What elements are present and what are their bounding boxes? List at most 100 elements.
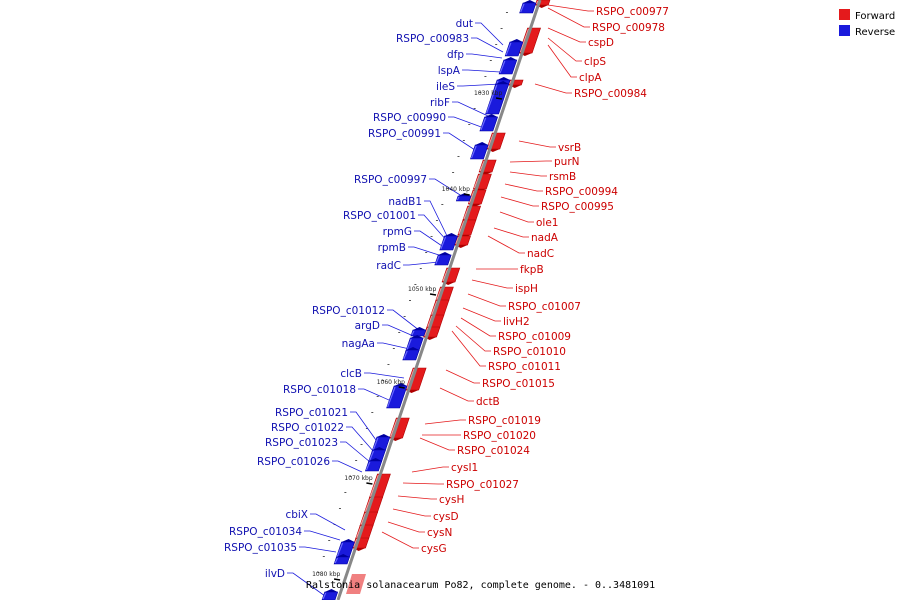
forward-gene-label[interactable]: RSPO_c01007 <box>508 301 581 313</box>
forward-gene-label[interactable]: RSPO_c01024 <box>457 445 530 457</box>
leader-cysi1 <box>411 466 449 473</box>
gene-highlight <box>520 3 525 13</box>
gene-labels: RSPO_c00977 RSPO_c00978 cspD clpS clpA RSPO_c… <box>224 6 669 580</box>
reverse-gene-label[interactable]: RSPO_c00991 <box>368 128 441 140</box>
forward-gene-label[interactable]: clpA <box>579 72 602 84</box>
forward-gene-label[interactable]: ispH <box>515 283 538 295</box>
gene-highlight <box>322 592 327 600</box>
gene-arrowhead <box>503 57 517 60</box>
forward-gene-label[interactable]: cysH <box>439 494 464 506</box>
reverse-gene-label[interactable]: dut <box>456 18 473 30</box>
reverse-gene-label[interactable]: RSPO_c01034 <box>229 526 302 538</box>
forward-gene-label[interactable]: fkpB <box>520 264 544 276</box>
reverse-gene-label[interactable]: rpmB <box>378 242 406 254</box>
forward-gene-label[interactable]: RSPO_c01011 <box>488 361 561 373</box>
leader-clpa <box>547 44 577 78</box>
forward-gene-label[interactable]: RSPO_c00977 <box>596 6 669 18</box>
reverse-gene-label[interactable]: ilvD <box>265 568 285 580</box>
gene-highlight <box>535 0 539 5</box>
reverse-gene-label[interactable]: ribF <box>430 97 450 109</box>
forward-gene-label[interactable]: RSPO_c01010 <box>493 346 566 358</box>
reverse-gene-label[interactable]: RSPO_c01012 <box>312 305 385 317</box>
axis-dot <box>355 460 358 461</box>
reverse-gene-label[interactable]: lspA <box>438 65 461 77</box>
reverse-gene-label[interactable]: radC <box>376 260 401 272</box>
gene-highlight <box>405 338 412 352</box>
forward-gene-label[interactable]: RSPO_c00994 <box>545 186 618 198</box>
forward-gene-label[interactable]: RSPO_c00984 <box>574 88 647 100</box>
gene-arrowhead <box>372 447 386 450</box>
reverse-gene-label[interactable]: nadB1 <box>388 196 422 208</box>
gene-body <box>479 116 499 132</box>
leader-rspo-c01015 <box>445 369 480 384</box>
reverse-gene-feature <box>365 458 383 472</box>
reverse-gene-label[interactable]: RSPO_c01026 <box>257 456 330 468</box>
axis-dot <box>392 348 395 349</box>
forward-gene-label[interactable]: cysG <box>421 543 447 555</box>
reverse-gene-label[interactable]: nagAa <box>342 338 375 350</box>
reverse-gene-label[interactable]: RSPO_c01018 <box>283 384 356 396</box>
forward-gene-label[interactable]: ole1 <box>536 217 558 229</box>
forward-gene-label[interactable]: dctB <box>476 396 500 408</box>
axis-dot <box>338 508 341 509</box>
genome-axis <box>336 0 542 600</box>
gene-highlight <box>454 236 460 245</box>
gene-arrowhead <box>376 434 390 437</box>
reverse-gene-feature <box>402 347 420 361</box>
forward-gene-label[interactable]: RSPO_c00995 <box>541 201 614 213</box>
axis-dot <box>457 156 460 157</box>
axis-dot <box>505 12 508 13</box>
legend-reverse-label: Reverse <box>855 27 895 38</box>
forward-gene-label[interactable]: cysN <box>427 527 452 539</box>
reverse-gene-feature <box>439 233 458 251</box>
reverse-gene-label[interactable]: RSPO_c00983 <box>396 33 469 45</box>
gene-arrowhead <box>394 383 408 386</box>
forward-gene-label[interactable]: RSPO_c01019 <box>468 415 541 427</box>
reverse-gene-label[interactable]: argD <box>355 320 380 332</box>
forward-gene-label[interactable]: RSPO_c01009 <box>498 331 571 343</box>
forward-gene-label[interactable]: cspD <box>588 37 614 49</box>
forward-gene-label[interactable]: RSPO_c01020 <box>463 430 536 442</box>
reverse-gene-label[interactable]: RSPO_c01021 <box>275 407 348 419</box>
reverse-gene-label[interactable]: clcB <box>340 368 362 380</box>
axis-tick-mark <box>333 578 341 581</box>
leader-rspo-c00978 <box>547 7 590 28</box>
forward-gene-label[interactable]: livH2 <box>503 316 530 328</box>
axis-dot <box>425 252 428 253</box>
reverse-gene-feature <box>335 539 355 559</box>
reverse-gene-label[interactable]: rpmG <box>383 226 412 238</box>
reverse-gene-label[interactable]: cbiX <box>285 509 308 521</box>
gene-highlight <box>336 542 344 558</box>
reverse-gene-label[interactable]: RSPO_c01022 <box>271 422 344 434</box>
forward-gene-label[interactable]: rsmB <box>549 171 576 183</box>
reverse-gene-label[interactable]: RSPO_c00997 <box>354 174 427 186</box>
forward-gene-label[interactable]: purN <box>554 156 580 168</box>
reverse-gene-label[interactable]: RSPO_c00990 <box>373 112 446 124</box>
legend: Forward Reverse <box>839 9 895 38</box>
gene-arrowhead <box>368 458 382 461</box>
axis-dot <box>409 300 411 301</box>
reverse-gene-label[interactable]: dfp <box>447 49 464 61</box>
forward-gene-label[interactable]: nadA <box>531 232 559 244</box>
forward-gene-label[interactable]: nadC <box>527 248 554 260</box>
reverse-gene-label[interactable]: RSPO_c01001 <box>343 210 416 222</box>
reverse-gene-feature <box>470 142 489 160</box>
reverse-gene-feature <box>519 0 537 14</box>
gene-highlight <box>470 145 477 159</box>
leader-isph <box>471 279 513 289</box>
forward-gene-label[interactable]: cysI1 <box>451 462 478 474</box>
forward-gene-label[interactable]: vsrB <box>558 142 581 154</box>
leader-ilvd <box>287 572 326 597</box>
gene-highlight <box>423 327 429 337</box>
forward-gene-label[interactable]: cysD <box>433 511 459 523</box>
leader-rsmb <box>509 171 547 177</box>
forward-gene-label[interactable]: RSPO_c01015 <box>482 378 555 390</box>
forward-gene-label[interactable]: RSPO_c01027 <box>446 479 519 491</box>
reverse-gene-label[interactable]: RSPO_c01035 <box>224 542 297 554</box>
forward-gene-label[interactable]: RSPO_c00978 <box>592 22 665 34</box>
axis-tick-label: 1070 kbp <box>344 475 372 482</box>
reverse-gene-label[interactable]: RSPO_c01023 <box>265 437 338 449</box>
reverse-gene-label[interactable]: ileS <box>436 81 455 93</box>
forward-gene-label[interactable]: clpS <box>584 56 606 68</box>
gene-highlight <box>368 450 375 462</box>
